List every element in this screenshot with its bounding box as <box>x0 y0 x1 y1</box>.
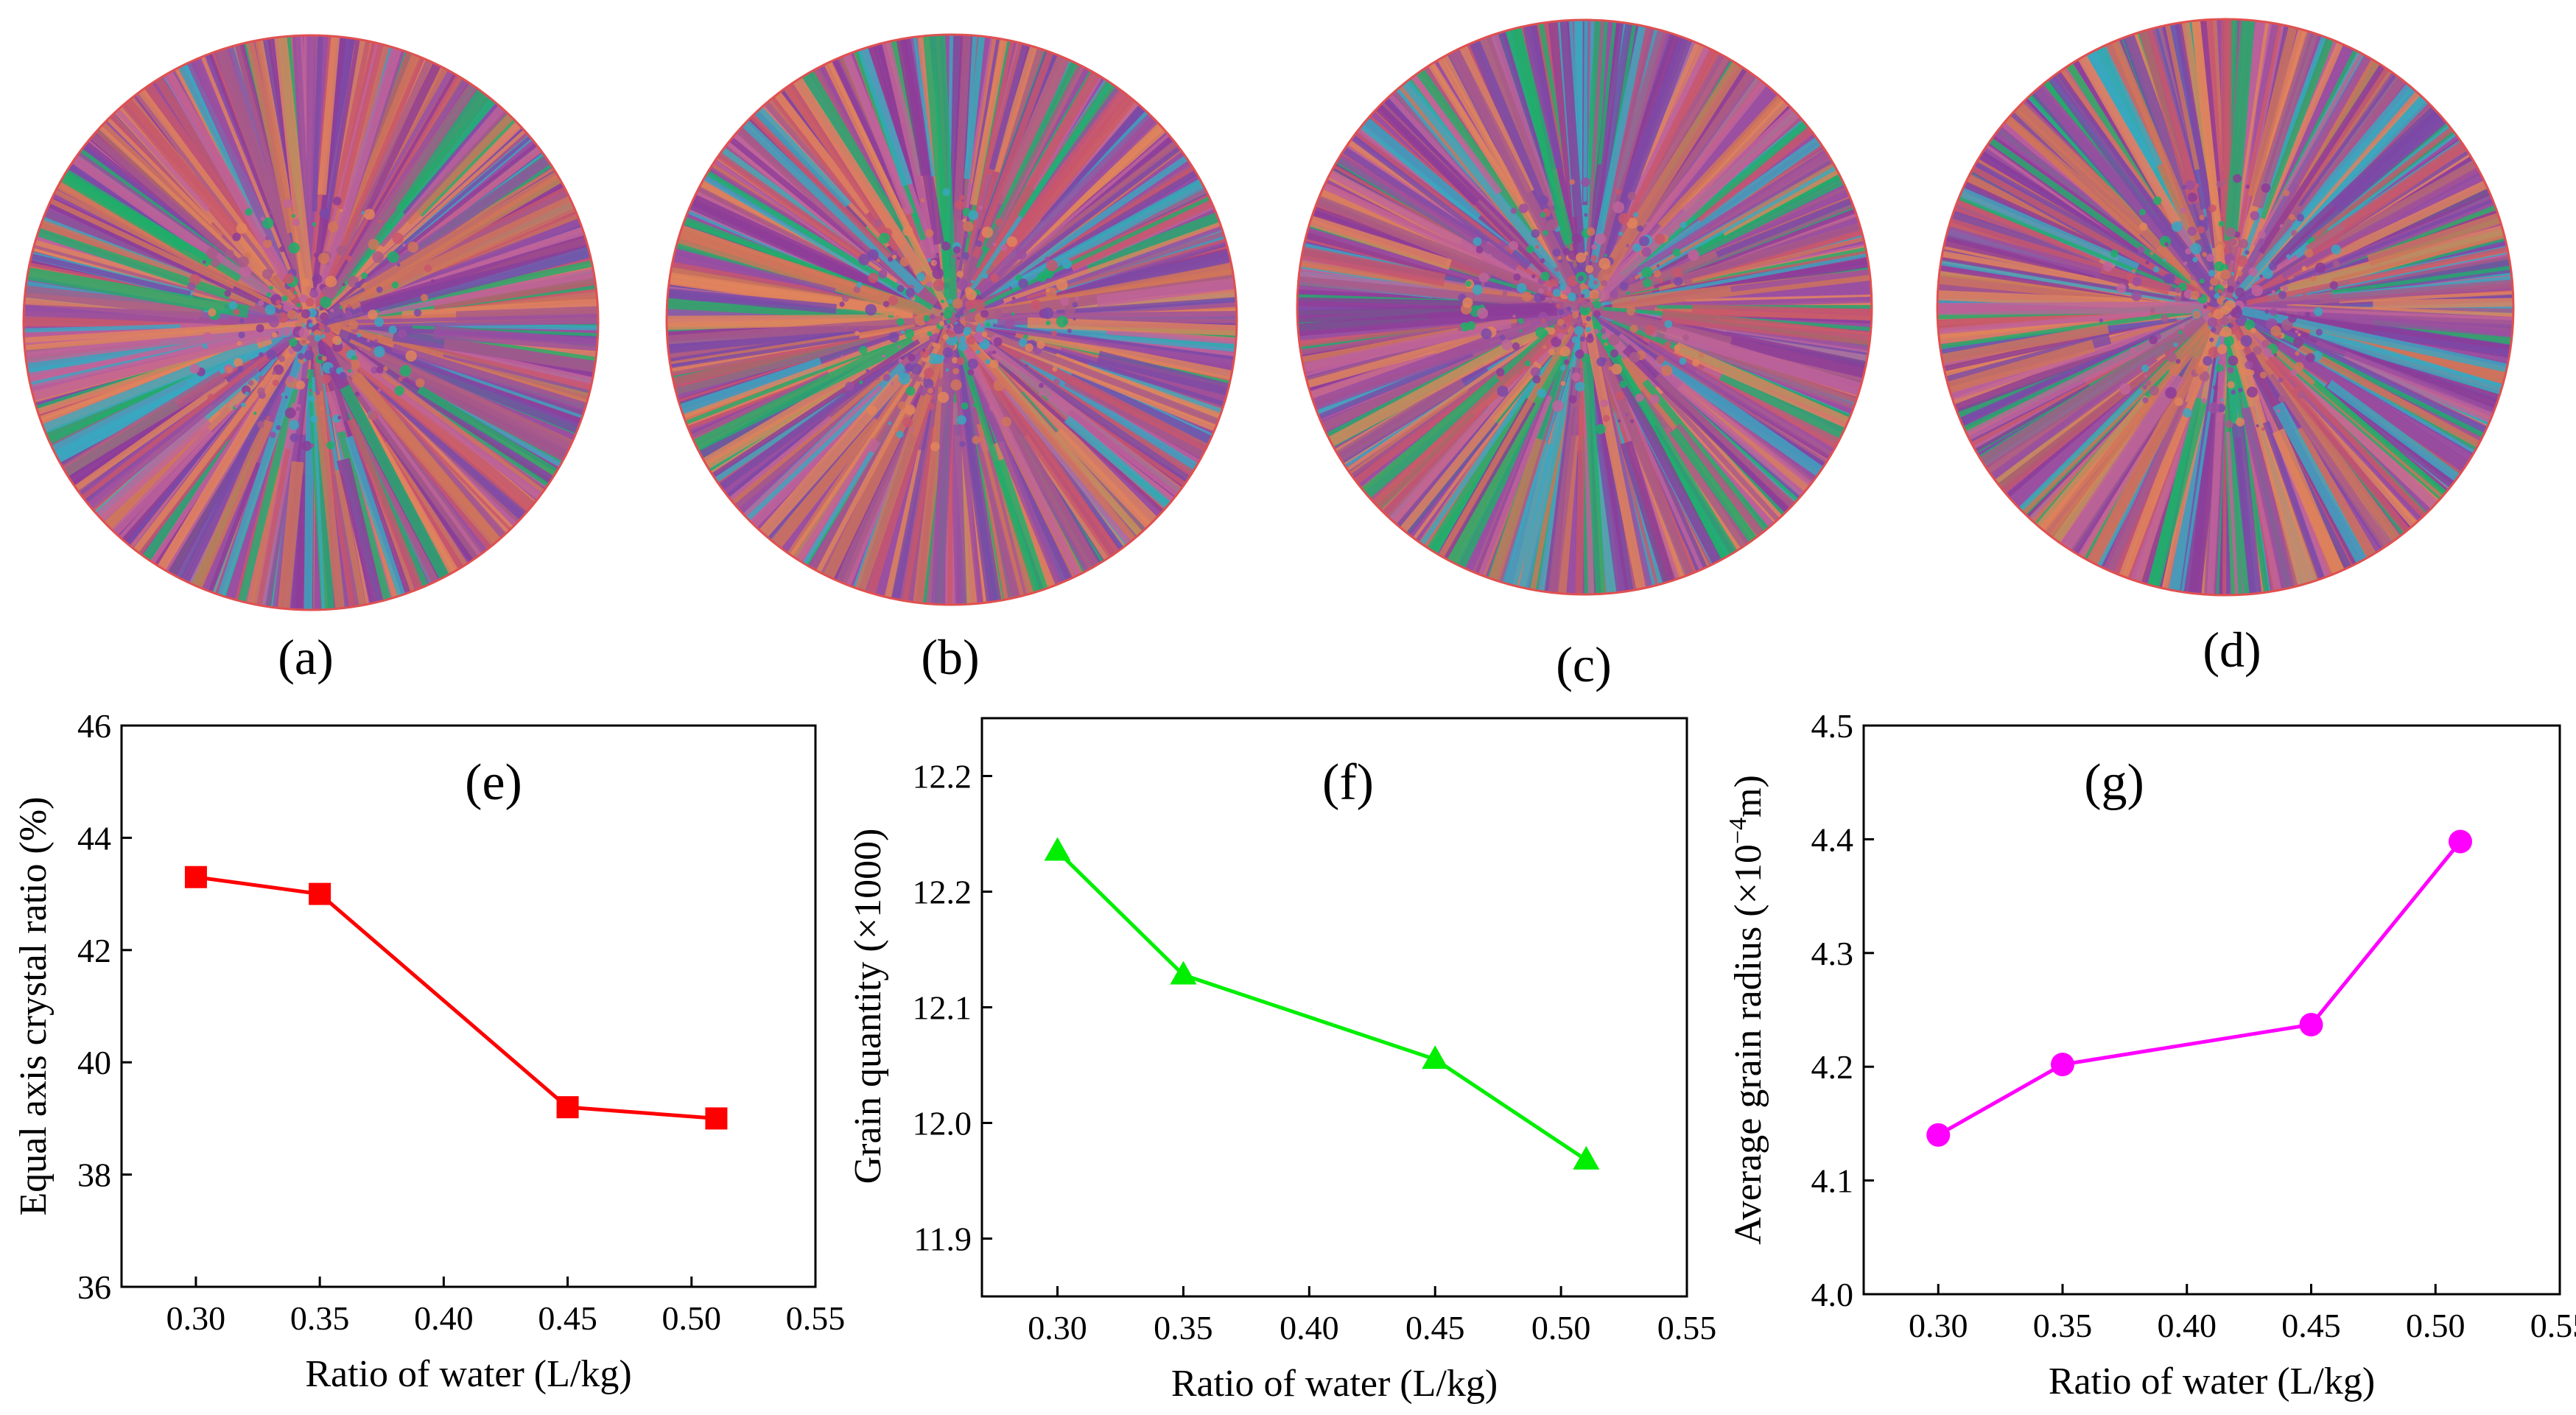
y-axis-title: Average grain radius (×10−4m) <box>1724 775 1769 1245</box>
x-axis-title: Ratio of water (L/kg) <box>2049 1360 2375 1402</box>
y-tick-label: 40 <box>77 1044 111 1081</box>
x-tick-label: 0.50 <box>662 1299 722 1337</box>
y-axis-title-exponent: −4 <box>1724 818 1752 844</box>
data-point <box>1573 1145 1600 1170</box>
micrograph-border <box>1936 18 2515 597</box>
x-tick-label: 0.45 <box>1405 1309 1465 1346</box>
x-tick-label: 0.50 <box>2406 1307 2466 1344</box>
y-tick-label: 4.4 <box>1811 821 1854 858</box>
y-tick-label: 4.0 <box>1811 1276 1854 1313</box>
chart-g: 0.30 0.35 0.40 0.45 0.50 0.55 4.0 4.1 4.2 4.3 4.4 4… <box>1724 707 2576 1402</box>
series-line <box>1056 849 1587 1162</box>
micrograph-label: (b) <box>921 629 979 685</box>
plot-frame <box>1862 724 2561 1296</box>
y-tick-label: 12.1 <box>913 989 972 1027</box>
data-point <box>2051 1053 2074 1077</box>
y-axis-title-main: Average grain radius (×10 <box>1727 844 1769 1245</box>
x-tick-label: 0.30 <box>166 1299 226 1337</box>
micrograph-label: (a) <box>278 629 333 685</box>
y-tick-label: 36 <box>77 1268 111 1306</box>
micrograph-label: (c) <box>1556 636 1611 692</box>
x-tick-label: 0.35 <box>1154 1309 1213 1346</box>
x-axis-title: Ratio of water (L/kg) <box>305 1353 631 1395</box>
y-tick-label: 4.5 <box>1811 707 1854 745</box>
y-tick-label: 12.2 <box>913 874 972 911</box>
x-tick-label: 0.35 <box>290 1299 350 1337</box>
x-tick-label: 0.50 <box>1531 1309 1591 1346</box>
y-tick-label: 12.2 <box>913 758 972 796</box>
y-tick-label: 12.0 <box>913 1105 972 1142</box>
plot-frame <box>120 724 817 1288</box>
chart-title: (f) <box>1322 754 1374 811</box>
y-tick-label: 46 <box>77 707 111 745</box>
micrograph-border <box>1296 18 1873 596</box>
data-point <box>1926 1123 1951 1147</box>
x-tick-label: 0.55 <box>1657 1309 1717 1346</box>
y-tick-label: 4.2 <box>1811 1048 1854 1086</box>
x-axis-title: Ratio of water (L/kg) <box>1171 1363 1498 1405</box>
x-tick-label: 0.40 <box>414 1299 474 1337</box>
y-tick-label: 38 <box>77 1156 111 1194</box>
data-point <box>705 1107 728 1130</box>
y-tick-label: 44 <box>77 819 111 857</box>
micrograph-b <box>667 35 1237 605</box>
x-tick-label: 0.30 <box>1909 1307 1968 1344</box>
data-point <box>309 882 331 905</box>
x-tick-label: 0.40 <box>1280 1309 1339 1346</box>
data-point <box>2299 1013 2323 1037</box>
y-tick-label: 42 <box>77 932 111 969</box>
x-tick-label: 0.40 <box>2158 1307 2217 1344</box>
y-tick-label: 4.3 <box>1811 935 1854 972</box>
micrograph-d <box>1937 19 2513 595</box>
y-axis-title: Equal axis crystal ratio (%) <box>13 797 55 1216</box>
x-tick-label: 0.55 <box>786 1299 846 1337</box>
y-axis-title: Grain quantity (×1000) <box>847 829 889 1184</box>
chart-title: (e) <box>465 754 522 811</box>
data-point <box>1170 961 1197 985</box>
x-tick-label: 0.30 <box>1028 1309 1087 1346</box>
x-tick-label: 0.35 <box>2033 1307 2093 1344</box>
x-tick-label: 0.55 <box>2530 1307 2576 1344</box>
micrograph-a <box>24 35 598 610</box>
chart-title: (g) <box>2084 754 2144 811</box>
y-tick-label: 4.1 <box>1811 1162 1854 1200</box>
y-tick-label: 11.9 <box>913 1221 972 1258</box>
series-line <box>195 875 717 1120</box>
x-tick-label: 0.45 <box>2281 1307 2341 1344</box>
data-point <box>1044 837 1071 861</box>
series-line <box>1937 840 2462 1137</box>
micrograph-label: (d) <box>2203 622 2261 678</box>
chart-f: 0.30 0.35 0.40 0.45 0.50 0.55 11.9 12.0 12.1 12.2… <box>847 717 1717 1405</box>
micrograph-border <box>665 33 1238 606</box>
data-point <box>556 1096 579 1119</box>
micrograph-border <box>22 34 600 611</box>
y-axis-title-unit: m) <box>1727 775 1769 818</box>
data-point <box>2449 829 2472 854</box>
chart-e: 0.30 0.35 0.40 0.45 0.50 0.55 36 38 40 42 44 46 (e) R… <box>13 707 845 1395</box>
data-point <box>1422 1045 1449 1070</box>
data-point <box>184 865 207 888</box>
micrograph-c <box>1297 20 1872 594</box>
x-tick-label: 0.45 <box>538 1299 597 1337</box>
